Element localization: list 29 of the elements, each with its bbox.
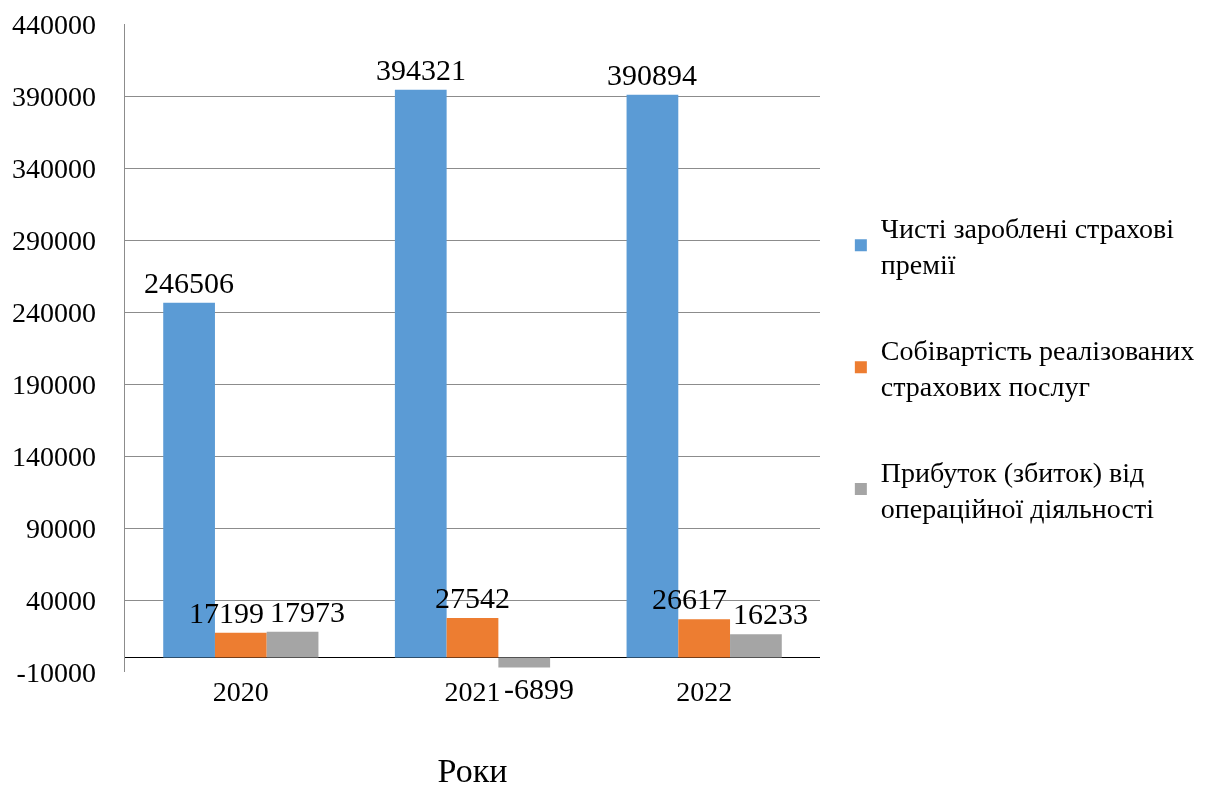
data-label: 16233 — [733, 597, 808, 630]
y-tick-label: 240000 — [11, 296, 96, 328]
y-tick-label: 340000 — [11, 152, 96, 184]
y-tick-label: 440000 — [11, 8, 96, 40]
legend-label: Прибуток (збиток) від операційної діяльності — [880, 456, 1155, 525]
y-tick-label: 290000 — [11, 224, 96, 256]
y-tick-label: -10000 — [16, 656, 96, 688]
data-label: 17973 — [270, 595, 345, 628]
bar — [266, 631, 319, 658]
y-tick-label: 140000 — [11, 440, 96, 472]
x-tick-label: 2020 — [212, 676, 269, 707]
data-label: 394321 — [376, 53, 466, 86]
x-tick-label: 2022 — [676, 676, 733, 707]
y-tick-label: 390000 — [11, 80, 96, 112]
bar — [446, 617, 499, 658]
y-tick-label: 190000 — [11, 368, 96, 400]
x-axis-title: Роки — [437, 752, 508, 790]
bar — [498, 657, 551, 668]
legend-label: Чисті зароблені страхові премії — [880, 213, 1175, 281]
data-label: 246506 — [144, 266, 234, 299]
y-tick-label: 40000 — [25, 584, 96, 616]
y-tick-label: 90000 — [25, 512, 96, 544]
data-label: -6899 — [504, 672, 574, 705]
x-tick-label: 2021 — [444, 676, 501, 707]
bar — [730, 634, 782, 658]
bar — [678, 619, 731, 658]
data-label: 390894 — [607, 58, 697, 91]
bar — [214, 632, 267, 658]
legend-label: Собівартість реалізованих страхових послуг — [880, 334, 1195, 403]
